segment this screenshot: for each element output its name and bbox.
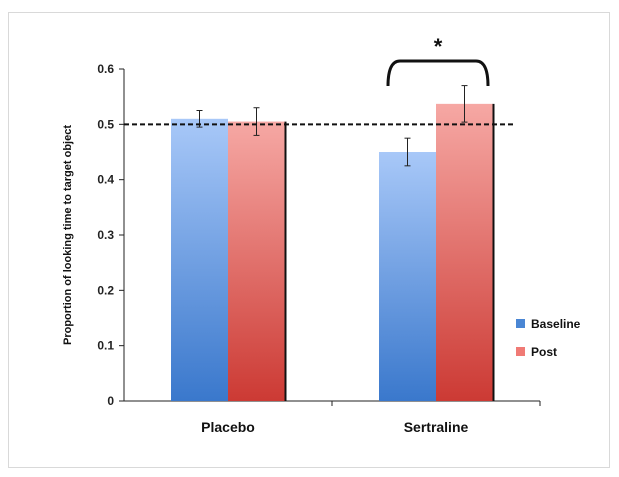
y-tick-label: 0 xyxy=(107,394,114,408)
bar-baseline-sertraline xyxy=(379,152,436,401)
error-bar xyxy=(461,85,468,123)
significance-marker: * xyxy=(434,34,443,59)
y-tick-label: 0.6 xyxy=(97,62,114,76)
y-tick-label: 0.3 xyxy=(97,228,114,242)
category-label: Sertraline xyxy=(404,419,469,435)
legend-swatch-post xyxy=(516,347,525,356)
significance-bracket xyxy=(386,59,490,87)
y-tick-label: 0.1 xyxy=(97,339,114,353)
y-tick-label: 0.5 xyxy=(97,117,114,131)
legend-swatch-baseline xyxy=(516,319,525,328)
category-label: Placebo xyxy=(201,419,255,435)
y-axis-title: Proportion of looking time to target obj… xyxy=(62,125,74,345)
chart-frame xyxy=(8,12,610,468)
y-tick-label: 0.2 xyxy=(97,283,114,297)
bar-post-sertraline xyxy=(436,103,493,402)
error-bar xyxy=(404,137,411,167)
bar-baseline-placebo xyxy=(171,118,228,402)
y-tick-label: 0.4 xyxy=(97,173,114,187)
error-bar xyxy=(253,107,260,136)
bar-post-placebo xyxy=(228,121,285,402)
legend-label-baseline: Baseline xyxy=(531,317,581,331)
legend-label-post: Post xyxy=(531,345,557,359)
